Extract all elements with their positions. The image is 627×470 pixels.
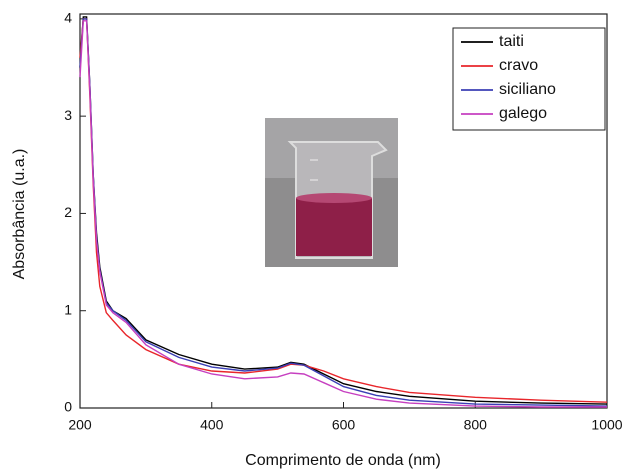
y-tick-label: 2	[64, 204, 72, 220]
y-tick-label: 1	[64, 301, 72, 317]
x-tick-label: 400	[200, 417, 224, 433]
inset-photo	[265, 118, 398, 267]
y-tick-label: 4	[64, 10, 72, 26]
y-axis-title: Absorbância (u.a.)	[11, 149, 28, 280]
y-tick-label: 0	[64, 399, 72, 415]
x-tick-label: 600	[332, 417, 356, 433]
x-tick-label: 200	[68, 417, 92, 433]
legend-box	[452, 27, 606, 131]
legend-label: taiti	[499, 33, 524, 50]
legend-label: cravo	[499, 57, 538, 74]
series-line	[79, 20, 607, 408]
x-tick-label: 800	[464, 417, 488, 433]
y-tick-label: 3	[64, 107, 72, 123]
x-axis-title: Comprimento de onda (nm)	[245, 452, 441, 469]
x-tick-label: 1000	[591, 417, 622, 433]
legend-label: galego	[499, 105, 547, 122]
legend-label: siciliano	[499, 81, 556, 98]
